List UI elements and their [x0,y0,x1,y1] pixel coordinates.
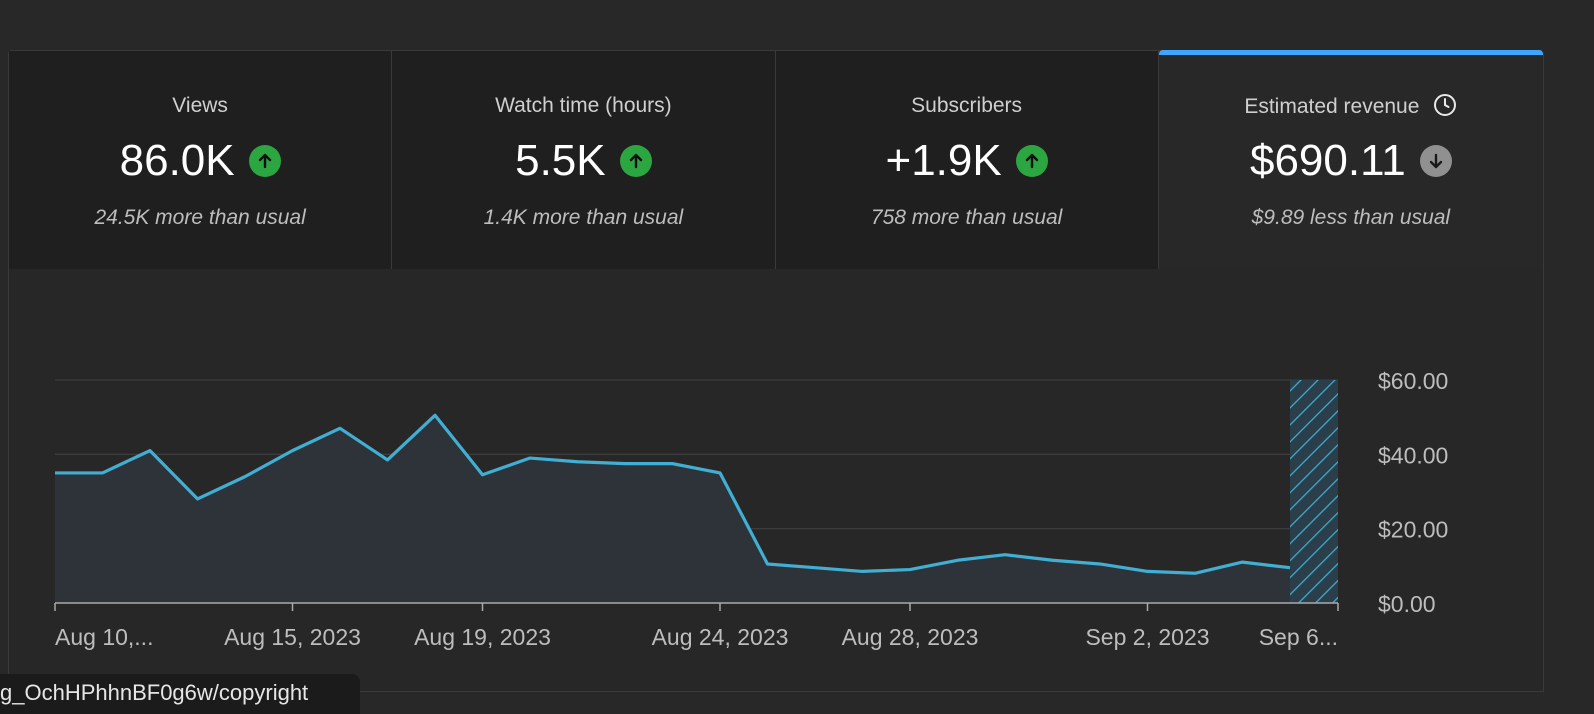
metric-value: 5.5K [515,136,606,185]
metric-value: 86.0K [119,136,235,185]
data-point[interactable] [996,546,1014,564]
x-tick-label: Aug 10,... [55,624,153,650]
data-point[interactable] [331,419,349,437]
metric-card-subscribers[interactable]: Subscribers +1.9K 758 more than usual [775,51,1159,269]
data-point[interactable] [1139,562,1157,580]
data-point[interactable] [426,406,444,424]
data-point[interactable] [284,442,302,460]
x-tick-label: Aug 19, 2023 [414,624,551,650]
data-point[interactable] [521,449,539,467]
data-point[interactable] [711,464,729,482]
metric-card-watch-time[interactable]: Watch time (hours) 5.5K 1.4K more than u… [392,51,776,269]
data-point[interactable] [854,562,872,580]
clock-icon[interactable] [1433,93,1457,124]
metric-value: +1.9K [885,136,1002,185]
series-area [55,415,1290,603]
x-tick-label: Sep 6... [1259,624,1338,650]
metric-title: Views [172,94,228,117]
arrow-up-icon [619,145,652,177]
data-point[interactable] [236,468,254,486]
data-point[interactable] [664,455,682,473]
metric-note: $9.89 less than usual [1251,206,1451,229]
y-tick-label: $20.00 [1378,517,1448,543]
y-tick-label: $60.00 [1378,368,1448,394]
data-point[interactable] [46,464,64,482]
metric-note: 24.5K more than usual [94,206,306,229]
data-point[interactable] [94,464,112,482]
series-line [55,413,1291,575]
data-point[interactable] [1044,551,1062,569]
metric-title: Watch time (hours) [495,94,672,117]
data-point[interactable] [474,466,492,484]
revenue-chart[interactable]: Aug 10,... Aug 15, 2023 Aug 19, 2023 Aug 24… [0,0,1594,670]
data-point[interactable] [1091,555,1109,573]
status-url-tooltip: g_OchHPhhnBF0g6w/copyright [0,674,360,714]
x-tick-label: Aug 24, 2023 [652,624,789,650]
metric-cards: Views 86.0K 24.5K more than usual Watch … [9,50,1544,271]
y-tick-label: $0.00 [1378,591,1436,617]
data-point[interactable] [1186,564,1204,582]
arrow-up-icon [1015,145,1048,177]
metric-card-estimated-revenue[interactable]: Estimated revenue $690.11 $9.89 less tha… [1158,50,1544,269]
data-point[interactable] [616,455,634,473]
y-tick-label: $40.00 [1378,442,1448,468]
metric-title: Subscribers [911,94,1023,117]
data-point[interactable] [806,559,824,577]
data-point[interactable] [379,451,397,469]
data-point[interactable] [949,551,967,569]
metric-note: 1.4K more than usual [483,206,684,229]
metric-note: 758 more than usual [870,206,1063,229]
partial-data-region [1290,380,1338,603]
metric-title: Estimated revenue [1244,95,1420,118]
x-tick-label: Aug 15, 2023 [224,624,361,650]
data-point[interactable] [901,561,919,579]
data-point[interactable] [759,555,777,573]
data-point[interactable] [189,490,207,508]
x-tick-label: Sep 2, 2023 [1085,624,1209,650]
metric-card-views[interactable]: Views 86.0K 24.5K more than usual [9,51,393,269]
data-point[interactable] [569,453,587,471]
data-point[interactable] [141,442,159,460]
arrow-down-icon [1419,145,1452,177]
status-url-text: g_OchHPhhnBF0g6w/copyright [0,680,309,705]
metric-value: $690.11 [1249,136,1406,185]
data-point[interactable] [1234,553,1252,571]
arrow-up-icon [248,145,281,177]
x-tick-label: Aug 28, 2023 [842,624,979,650]
